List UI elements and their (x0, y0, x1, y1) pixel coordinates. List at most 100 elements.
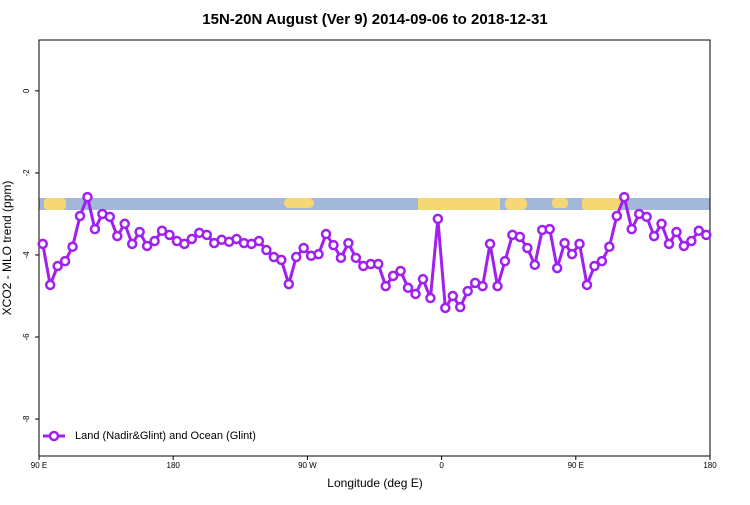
data-point (372, 258, 384, 270)
data-point (417, 273, 429, 285)
land-patch (418, 198, 500, 210)
data-point (67, 241, 78, 253)
map-strip (39, 198, 710, 210)
data-point (440, 302, 451, 314)
land-patch (582, 198, 622, 210)
data-point (201, 229, 212, 241)
data-point (52, 260, 63, 272)
data-point (290, 251, 302, 263)
data-point (261, 244, 272, 256)
data-point (522, 242, 533, 254)
series-line (41, 192, 707, 313)
data-point (447, 290, 459, 302)
data-point (59, 255, 71, 267)
data-point (581, 279, 593, 291)
y-tick-label: 0 (22, 88, 31, 93)
data-point (410, 288, 421, 300)
data-point (320, 228, 332, 240)
data-point (462, 285, 473, 297)
data-point (395, 265, 406, 277)
data-point (678, 240, 690, 252)
data-point (566, 248, 578, 260)
data-point (37, 238, 48, 250)
y-tick-label: -6 (22, 333, 31, 341)
data-point (477, 280, 488, 292)
data-point (74, 210, 86, 222)
x-tick-label: 90 E (568, 461, 584, 470)
land-patch (44, 198, 66, 210)
land-patch (284, 198, 314, 208)
data-point (492, 280, 503, 292)
x-axis-label: Longitude (deg E) (327, 476, 422, 490)
data-point (484, 238, 496, 250)
data-point (186, 233, 198, 245)
data-point (298, 242, 309, 254)
data-point (499, 255, 511, 267)
data-point (141, 240, 153, 252)
data-point (156, 225, 168, 237)
data-point (574, 238, 585, 250)
data-point (134, 226, 145, 238)
x-tick-label: 90 W (298, 461, 317, 470)
data-point (335, 252, 347, 264)
data-point (126, 238, 138, 250)
legend-swatch-point (48, 430, 60, 442)
data-point (596, 255, 608, 267)
data-point (283, 278, 295, 290)
data-point (589, 260, 600, 272)
data-point (686, 235, 697, 247)
y-tick-label: -4 (22, 251, 31, 259)
data-point (253, 235, 265, 247)
data-point (231, 233, 242, 245)
data-point (544, 223, 555, 235)
data-point (529, 259, 541, 271)
legend: Land (Nadir&Glint) and Ocean (Glint) (43, 430, 256, 442)
data-point (104, 211, 116, 223)
land-patch (552, 198, 568, 208)
x-tick-label: 180 (703, 461, 717, 470)
data-point (425, 292, 436, 304)
data-point (350, 252, 362, 264)
data-point (89, 223, 101, 235)
data-point (432, 213, 444, 225)
data-point (328, 239, 339, 251)
data-point (604, 241, 615, 253)
x-tick-label: 90 E (31, 461, 47, 470)
data-point (44, 279, 56, 291)
data-point (619, 191, 630, 203)
land-patch (505, 198, 527, 210)
y-tick-label: -2 (22, 169, 31, 177)
data-point (648, 230, 660, 242)
chart-title: 15N-20N August (Ver 9) 2014-09-06 to 201… (202, 11, 547, 28)
data-point (343, 237, 354, 249)
plot-frame (38, 39, 711, 457)
legend-label: Land (Nadir&Glint) and Ocean (Glint) (75, 430, 256, 442)
data-point (626, 223, 637, 235)
data-point (380, 280, 391, 292)
data-point (112, 230, 123, 242)
data-point (514, 231, 526, 243)
data-point (454, 301, 466, 313)
data-point (656, 218, 667, 230)
data-point (119, 218, 130, 230)
y-axis-label: XCO2 - MLO trend (ppm) (0, 181, 14, 316)
data-point (641, 211, 652, 223)
data-point (402, 282, 414, 294)
data-point (693, 225, 705, 237)
data-point (313, 248, 324, 260)
data-point (551, 262, 563, 274)
data-point (671, 226, 682, 238)
x-tick-label: 0 (439, 461, 444, 470)
ocean-strip (39, 198, 710, 210)
data-point (387, 270, 399, 282)
data-point (559, 237, 570, 249)
data-point (611, 210, 623, 222)
data-point (149, 235, 160, 247)
y-tick-label: -8 (22, 415, 31, 423)
data-point (276, 254, 287, 266)
x-tick-label: 180 (167, 461, 181, 470)
data-point (701, 229, 712, 241)
data-point (82, 191, 93, 203)
